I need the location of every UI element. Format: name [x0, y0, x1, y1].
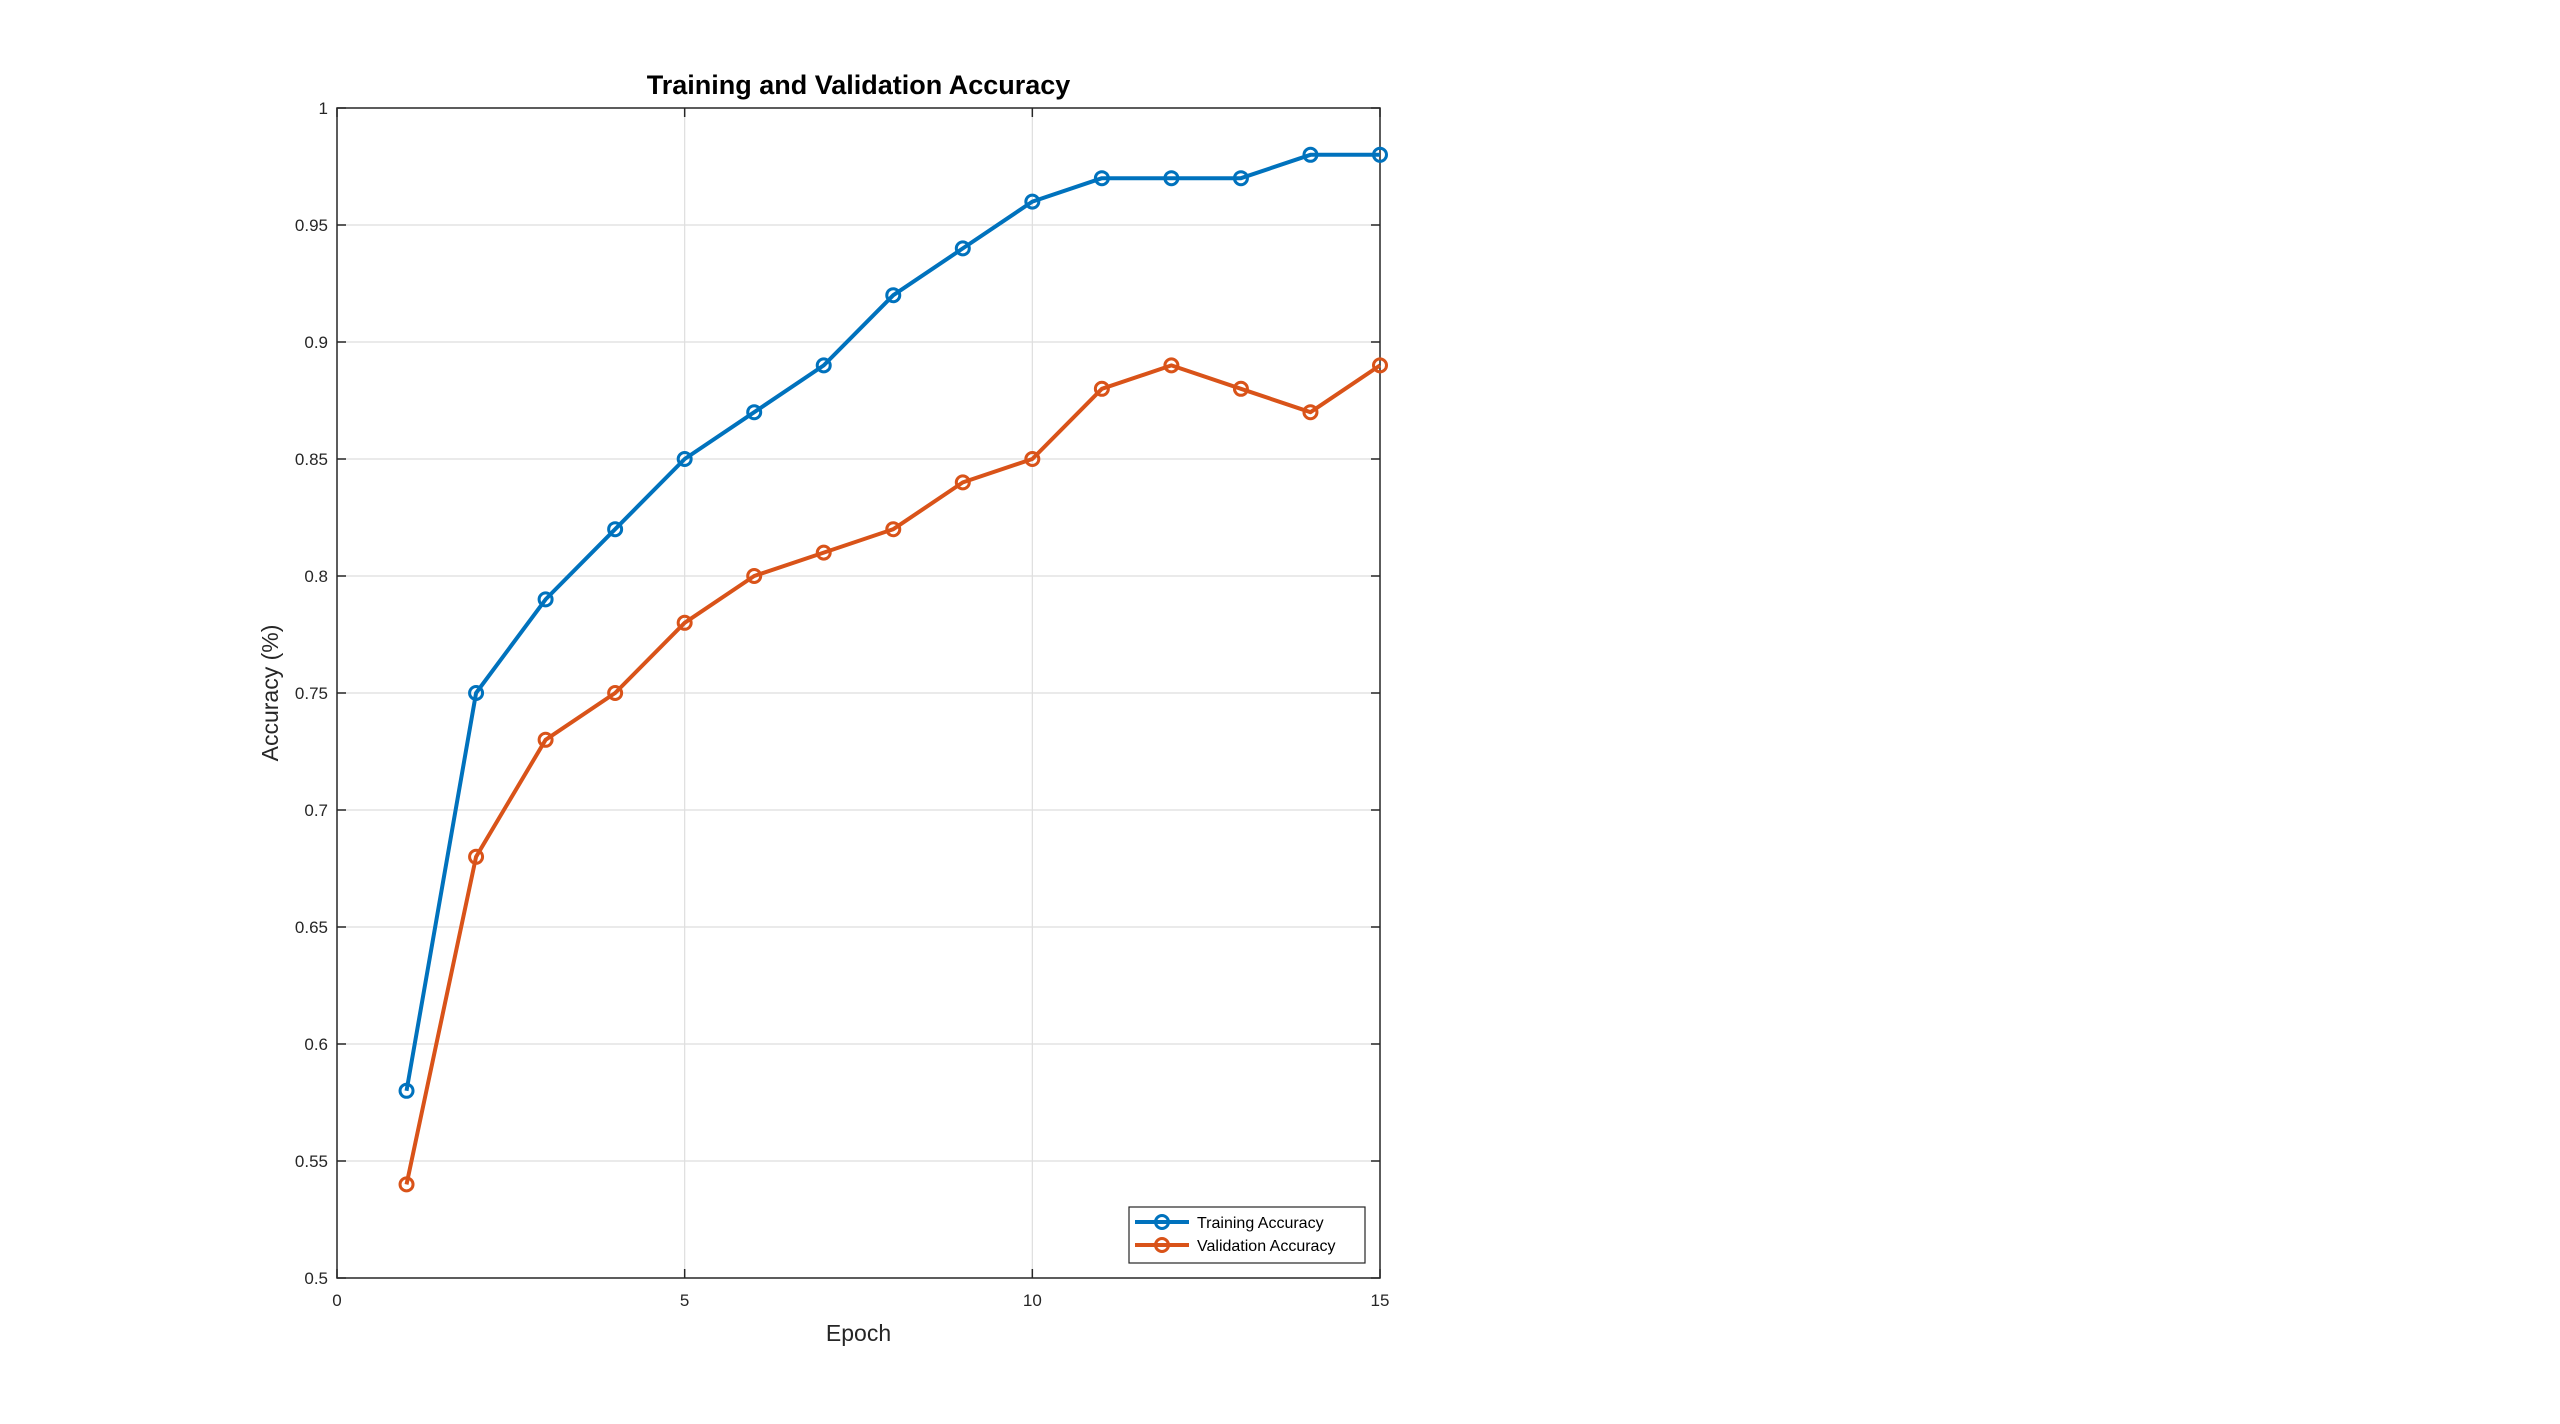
y-tick-label: 0.9 — [304, 333, 328, 352]
legend-label: Training Accuracy — [1197, 1215, 1324, 1232]
data-point-marker — [607, 685, 624, 701]
legend-label: Validation Accuracy — [1197, 1238, 1335, 1255]
data-point-marker — [746, 568, 763, 584]
y-tick-label: 0.8 — [304, 567, 328, 586]
series-training — [398, 146, 1388, 1099]
y-axis-title: Accuracy (%) — [257, 625, 283, 762]
chart-title: Training and Validation Accuracy — [647, 70, 1071, 100]
data-point-marker — [815, 544, 832, 561]
data-point-marker — [954, 474, 971, 491]
data-point-marker — [468, 848, 485, 865]
x-tick-label: 10 — [1023, 1291, 1042, 1310]
data-point-marker — [676, 614, 693, 631]
data-point-marker — [885, 521, 902, 538]
y-tick-label: 0.7 — [304, 801, 328, 820]
legend-box — [1128, 1206, 1366, 1264]
grid-layer — [337, 108, 1380, 1278]
data-point-marker — [1372, 146, 1388, 163]
data-point-marker — [1163, 170, 1180, 187]
y-tick-label: 1 — [319, 99, 328, 118]
y-tick-label: 0.85 — [295, 450, 328, 469]
legend-swatch-marker — [1154, 1214, 1170, 1230]
data-point-marker — [468, 685, 485, 701]
data-point-marker — [1232, 380, 1249, 397]
data-point-marker — [1302, 146, 1319, 163]
data-point-marker — [1093, 170, 1110, 187]
y-tick-label: 0.55 — [295, 1152, 328, 1171]
y-tick-label: 0.75 — [295, 684, 328, 703]
x-tick-label: 0 — [332, 1291, 341, 1310]
series-layer — [398, 146, 1388, 1193]
series-validation — [398, 357, 1388, 1193]
y-tick-label: 0.6 — [304, 1035, 328, 1054]
data-point-marker — [1024, 193, 1041, 210]
legend-swatch-marker — [1154, 1237, 1170, 1253]
data-point-marker — [398, 1176, 415, 1193]
data-point-marker — [537, 591, 554, 608]
data-point-marker — [885, 287, 902, 304]
series-line — [404, 363, 1382, 1185]
series-line — [404, 152, 1380, 1092]
x-tick-label: 15 — [1371, 1291, 1390, 1310]
data-point-marker — [1163, 357, 1180, 374]
y-tick-label: 0.5 — [304, 1269, 328, 1288]
data-point-marker — [1372, 357, 1388, 374]
data-point-marker — [676, 451, 693, 467]
y-tick-label: 0.65 — [295, 918, 328, 937]
x-tick-label: 5 — [680, 1291, 689, 1310]
data-point-marker — [607, 521, 624, 538]
data-point-marker — [746, 404, 763, 421]
data-point-marker — [398, 1082, 415, 1099]
data-point-marker — [1024, 451, 1041, 467]
data-point-marker — [1093, 380, 1110, 397]
data-point-marker — [537, 731, 554, 748]
x-axis-title: Epoch — [826, 1320, 891, 1346]
data-point-marker — [954, 240, 971, 257]
data-point-marker — [1232, 170, 1249, 187]
data-point-marker — [1302, 404, 1319, 421]
data-point-marker — [815, 357, 832, 374]
legend: Training Accuracy Validation Accuracy — [1128, 1206, 1366, 1264]
y-tick-label: 0.95 — [295, 216, 328, 235]
